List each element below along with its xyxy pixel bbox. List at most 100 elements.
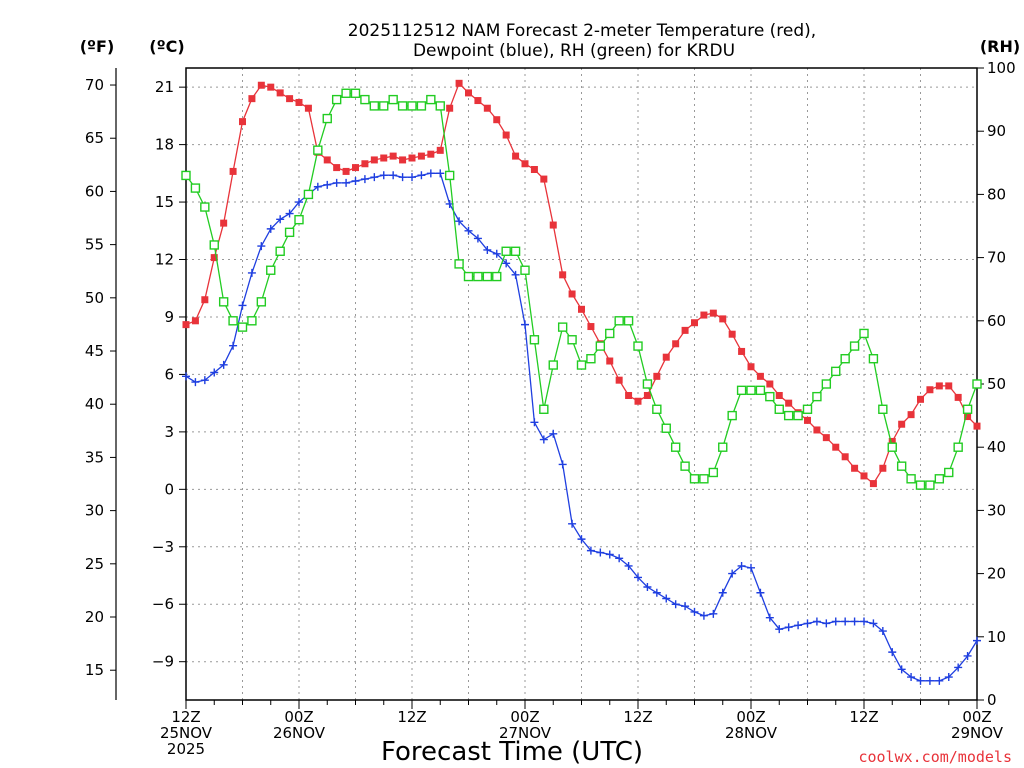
temperature-point xyxy=(700,311,708,319)
dewpoint-point xyxy=(473,234,482,243)
temperature-point xyxy=(738,347,746,355)
gridlines xyxy=(186,68,977,700)
rh-point xyxy=(331,94,342,105)
celsius-tick-label: 15 xyxy=(155,193,174,211)
dewpoint-point xyxy=(935,676,944,685)
rh-point xyxy=(275,246,285,256)
x-axis-title: Forecast Time (UTC) xyxy=(381,737,643,767)
dewpoint-point xyxy=(652,588,661,597)
rh-tick-label: 70 xyxy=(987,249,1006,267)
dewpoint-point xyxy=(332,178,341,187)
rh-point xyxy=(783,410,794,421)
temperature-point xyxy=(455,79,463,87)
x-tick-label: 12Z xyxy=(623,708,652,726)
rh-point xyxy=(623,316,634,326)
temperature-point xyxy=(427,150,435,158)
rh-point xyxy=(934,474,945,484)
temperature-point xyxy=(766,380,774,388)
rh-point xyxy=(492,271,502,282)
rh-point xyxy=(831,366,841,377)
celsius-tick-label: 6 xyxy=(164,365,174,383)
temperature-point xyxy=(229,167,237,175)
rh-point xyxy=(557,322,568,332)
rh-point xyxy=(576,360,587,370)
celsius-tick-label: 9 xyxy=(164,308,174,326)
dewpoint-point xyxy=(530,418,539,427)
temperature-point xyxy=(606,357,614,365)
dewpoint-point xyxy=(219,360,228,369)
dewpoint-point xyxy=(878,627,887,636)
rh-point xyxy=(237,322,248,332)
temperature-point xyxy=(888,437,896,445)
rh-point xyxy=(727,410,737,421)
temperature-point xyxy=(851,464,859,472)
dewpoint-point xyxy=(502,259,511,268)
celsius-tick-label: 3 xyxy=(164,423,174,441)
temperature-point xyxy=(587,323,595,331)
dewpoint-point xyxy=(831,617,840,626)
rh-point xyxy=(906,474,916,484)
temperature-point xyxy=(342,167,350,175)
rh-point xyxy=(548,360,558,370)
dewpoint-point xyxy=(295,198,303,207)
dewpoint-point xyxy=(634,573,642,582)
dewpoint-point xyxy=(794,621,803,630)
rh-point xyxy=(670,442,681,452)
rh-point xyxy=(586,354,596,364)
dewpoint-point xyxy=(907,673,916,682)
temperature-point xyxy=(719,315,727,323)
dewpoint-point xyxy=(577,535,586,544)
rh-point xyxy=(859,328,869,339)
temperature-point xyxy=(361,160,369,168)
dewpoint-point xyxy=(850,617,859,626)
rh-point xyxy=(435,101,445,111)
dewpoint-point xyxy=(605,550,614,559)
dewpoint-point xyxy=(351,176,360,185)
temperature-point xyxy=(389,152,397,160)
dewpoint-point xyxy=(888,648,897,657)
dewpoint-point xyxy=(954,663,963,672)
rh-point xyxy=(840,354,850,364)
rh-point xyxy=(341,88,351,98)
temperature-point xyxy=(417,152,425,160)
celsius-tick-label: −6 xyxy=(152,595,174,613)
dewpoint-point xyxy=(398,173,407,182)
dewpoint-point xyxy=(360,175,369,184)
rh-point xyxy=(322,113,332,124)
temperature-point xyxy=(662,353,670,361)
rh-point xyxy=(689,474,700,484)
data-series xyxy=(181,79,982,685)
rh-point xyxy=(407,101,417,111)
rh-point xyxy=(633,341,643,351)
rh-point xyxy=(661,423,671,433)
temperature-point xyxy=(276,89,284,97)
dewpoint-point xyxy=(963,651,972,660)
temperature-point xyxy=(898,420,906,428)
plot-frame xyxy=(185,67,978,701)
dewpoint-point xyxy=(662,594,671,603)
x-tick-label: 28NOV xyxy=(725,724,778,742)
axis-ticks: −9−6−30369121518211520253035404550556065… xyxy=(85,59,1016,758)
temperature-point xyxy=(709,309,717,317)
dewpoint-point xyxy=(615,554,624,563)
temperature-point xyxy=(257,81,265,89)
rh-point xyxy=(915,480,926,490)
dewpoint-point xyxy=(586,546,595,555)
rh-tick-label: 60 xyxy=(987,312,1006,330)
temperature-point xyxy=(672,340,680,348)
rh-point xyxy=(529,335,540,345)
rh-point xyxy=(313,145,323,155)
dewpoint-point xyxy=(379,171,388,180)
dewpoint-point xyxy=(191,378,200,387)
temperature-point xyxy=(521,160,529,168)
dewpoint-point xyxy=(182,372,190,381)
rh-point xyxy=(228,316,238,326)
temperature-point xyxy=(446,104,454,112)
temperature-point xyxy=(540,175,548,183)
temperature-point xyxy=(549,221,557,229)
fahrenheit-tick-label: 70 xyxy=(85,76,104,94)
fahrenheit-tick-label: 25 xyxy=(85,555,104,573)
temperature-point xyxy=(917,395,924,403)
temperature-point xyxy=(869,480,877,488)
